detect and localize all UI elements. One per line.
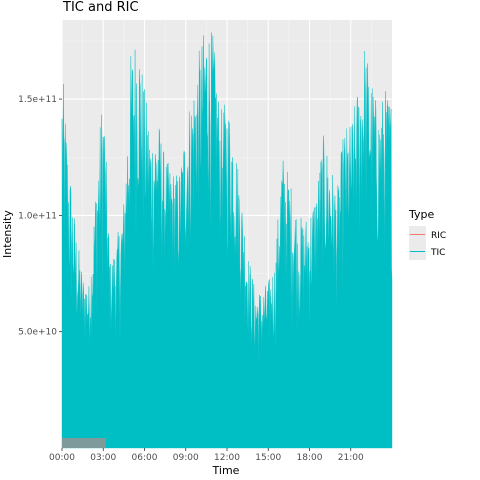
y-tick-label: 5.0e+10 (18, 328, 57, 338)
x-axis-title: Time (212, 464, 240, 477)
x-tick-label: 06:00 (132, 453, 158, 463)
x-tick-label: 15:00 (255, 453, 281, 463)
x-tick-label: 00:00 (49, 453, 75, 463)
legend-label-ric: RIC (431, 231, 446, 241)
x-tick-label: 18:00 (297, 453, 323, 463)
legend: Type RIC TIC (408, 208, 446, 260)
tic-series-area (61, 32, 393, 449)
x-tick-label: 21:00 (338, 453, 364, 463)
x-tick-label: 03:00 (90, 453, 116, 463)
tic-area-layer (61, 32, 393, 449)
x-tick-label: 09:00 (173, 453, 199, 463)
axis-layer: 5.0e+10 1.0e+11 1.5e+11 00:00 03:00 06:00 09:0… (18, 95, 364, 463)
y-axis-title: Intensity (1, 210, 14, 258)
x-tick-label: 12:00 (214, 453, 240, 463)
legend-label-tic: TIC (430, 248, 445, 258)
y-tick-label: 1.0e+11 (18, 211, 57, 221)
legend-title: Type (408, 208, 434, 221)
annotation-bar (62, 438, 106, 448)
y-tick-label: 1.5e+11 (18, 95, 57, 105)
chart-title: TIC and RIC (63, 0, 139, 15)
